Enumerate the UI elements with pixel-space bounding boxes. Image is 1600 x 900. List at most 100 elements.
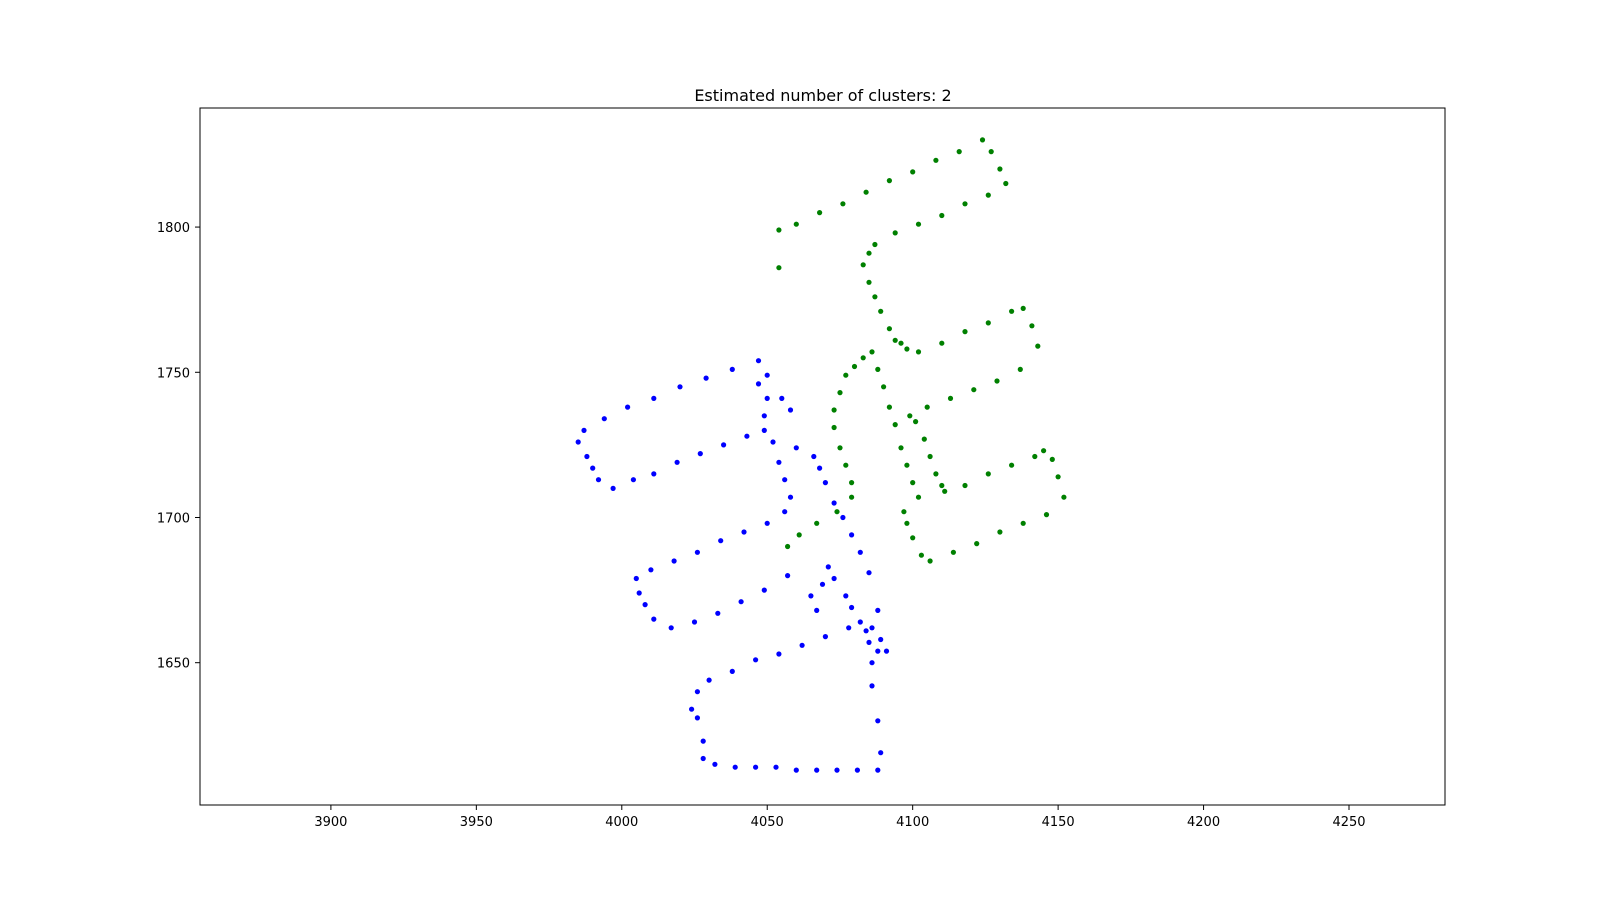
data-point [875,718,881,724]
data-point [962,482,968,489]
data-point [892,422,898,428]
data-point [860,355,866,361]
data-point [962,329,968,335]
data-point [866,570,872,576]
data-point [1055,474,1061,480]
data-point [849,480,855,486]
data-point [601,416,607,422]
data-point [822,634,829,640]
data-point [700,755,706,762]
data-point [860,262,866,268]
data-point [834,767,840,773]
data-point [793,767,799,773]
data-point [979,137,986,143]
data-point [738,599,744,605]
data-point [886,178,893,184]
data-point [811,453,817,460]
data-point [904,346,910,352]
x-tick-label: 4250 [1332,815,1365,830]
data-point [843,372,849,378]
data-point [985,471,991,477]
data-point [883,648,890,654]
x-tick-label: 3950 [460,815,493,830]
data-point [869,625,875,631]
data-point [927,558,933,564]
data-point [924,404,930,410]
data-point [694,715,701,721]
data-point [875,366,881,372]
data-point [671,558,677,564]
x-tick-label: 4100 [896,815,929,830]
data-point [1032,453,1038,460]
x-tick-label: 4150 [1042,815,1075,830]
x-tick-label: 4200 [1187,815,1220,830]
data-point [785,573,791,579]
data-point [939,482,945,489]
data-point [787,494,794,500]
y-tick-label: 1650 [157,657,190,672]
data-point [691,619,698,625]
y-tick-label: 1750 [157,366,190,381]
data-point [849,604,855,611]
data-point [668,625,674,631]
data-point [875,607,881,614]
data-point [878,636,884,643]
data-point [785,543,791,550]
data-point [674,459,680,465]
data-point [825,564,831,570]
data-point [840,201,846,207]
data-point [610,485,616,491]
data-point [715,610,721,616]
data-point [636,590,642,596]
axis-ticks: 3900 3950 4000 4050 4100 4150 4200 4250 1650 1700… [157,221,1366,830]
data-point [694,549,701,555]
data-point [1029,323,1035,329]
data-point [776,227,782,233]
data-point [956,149,962,155]
data-point [863,628,869,634]
data-point [985,192,991,198]
data-point [755,381,762,387]
data-point [904,462,910,468]
data-point [796,532,802,538]
data-point [834,509,840,515]
data-point [694,689,701,695]
data-point [808,593,814,599]
data-point [651,471,657,477]
data-point [1009,308,1015,314]
data-point [866,639,872,646]
data-point [744,433,750,439]
data-point [590,465,596,471]
data-point [910,169,916,175]
data-point [881,384,887,390]
data-point [843,462,849,468]
data-point [910,535,916,541]
data-point [837,390,843,396]
x-tick-label: 4000 [605,815,638,830]
data-point [642,602,648,608]
data-point [915,494,922,500]
data-point [997,529,1003,535]
data-point [866,279,872,285]
data-point [1041,448,1047,454]
data-point [854,767,861,773]
data-point [927,453,933,460]
data-point [962,201,968,207]
data-point [706,677,712,683]
data-point [869,660,875,666]
data-point [857,549,863,555]
data-point [793,445,799,451]
data-point [840,514,846,521]
data-point [985,320,991,326]
data-point [700,738,706,744]
data-point [886,326,893,332]
data-point [863,189,869,195]
data-point [831,424,837,431]
data-point [761,587,767,593]
plot-area-frame [199,107,1446,806]
data-point [1017,366,1023,372]
data-point [892,230,898,236]
cluster-series-0 [575,358,890,773]
